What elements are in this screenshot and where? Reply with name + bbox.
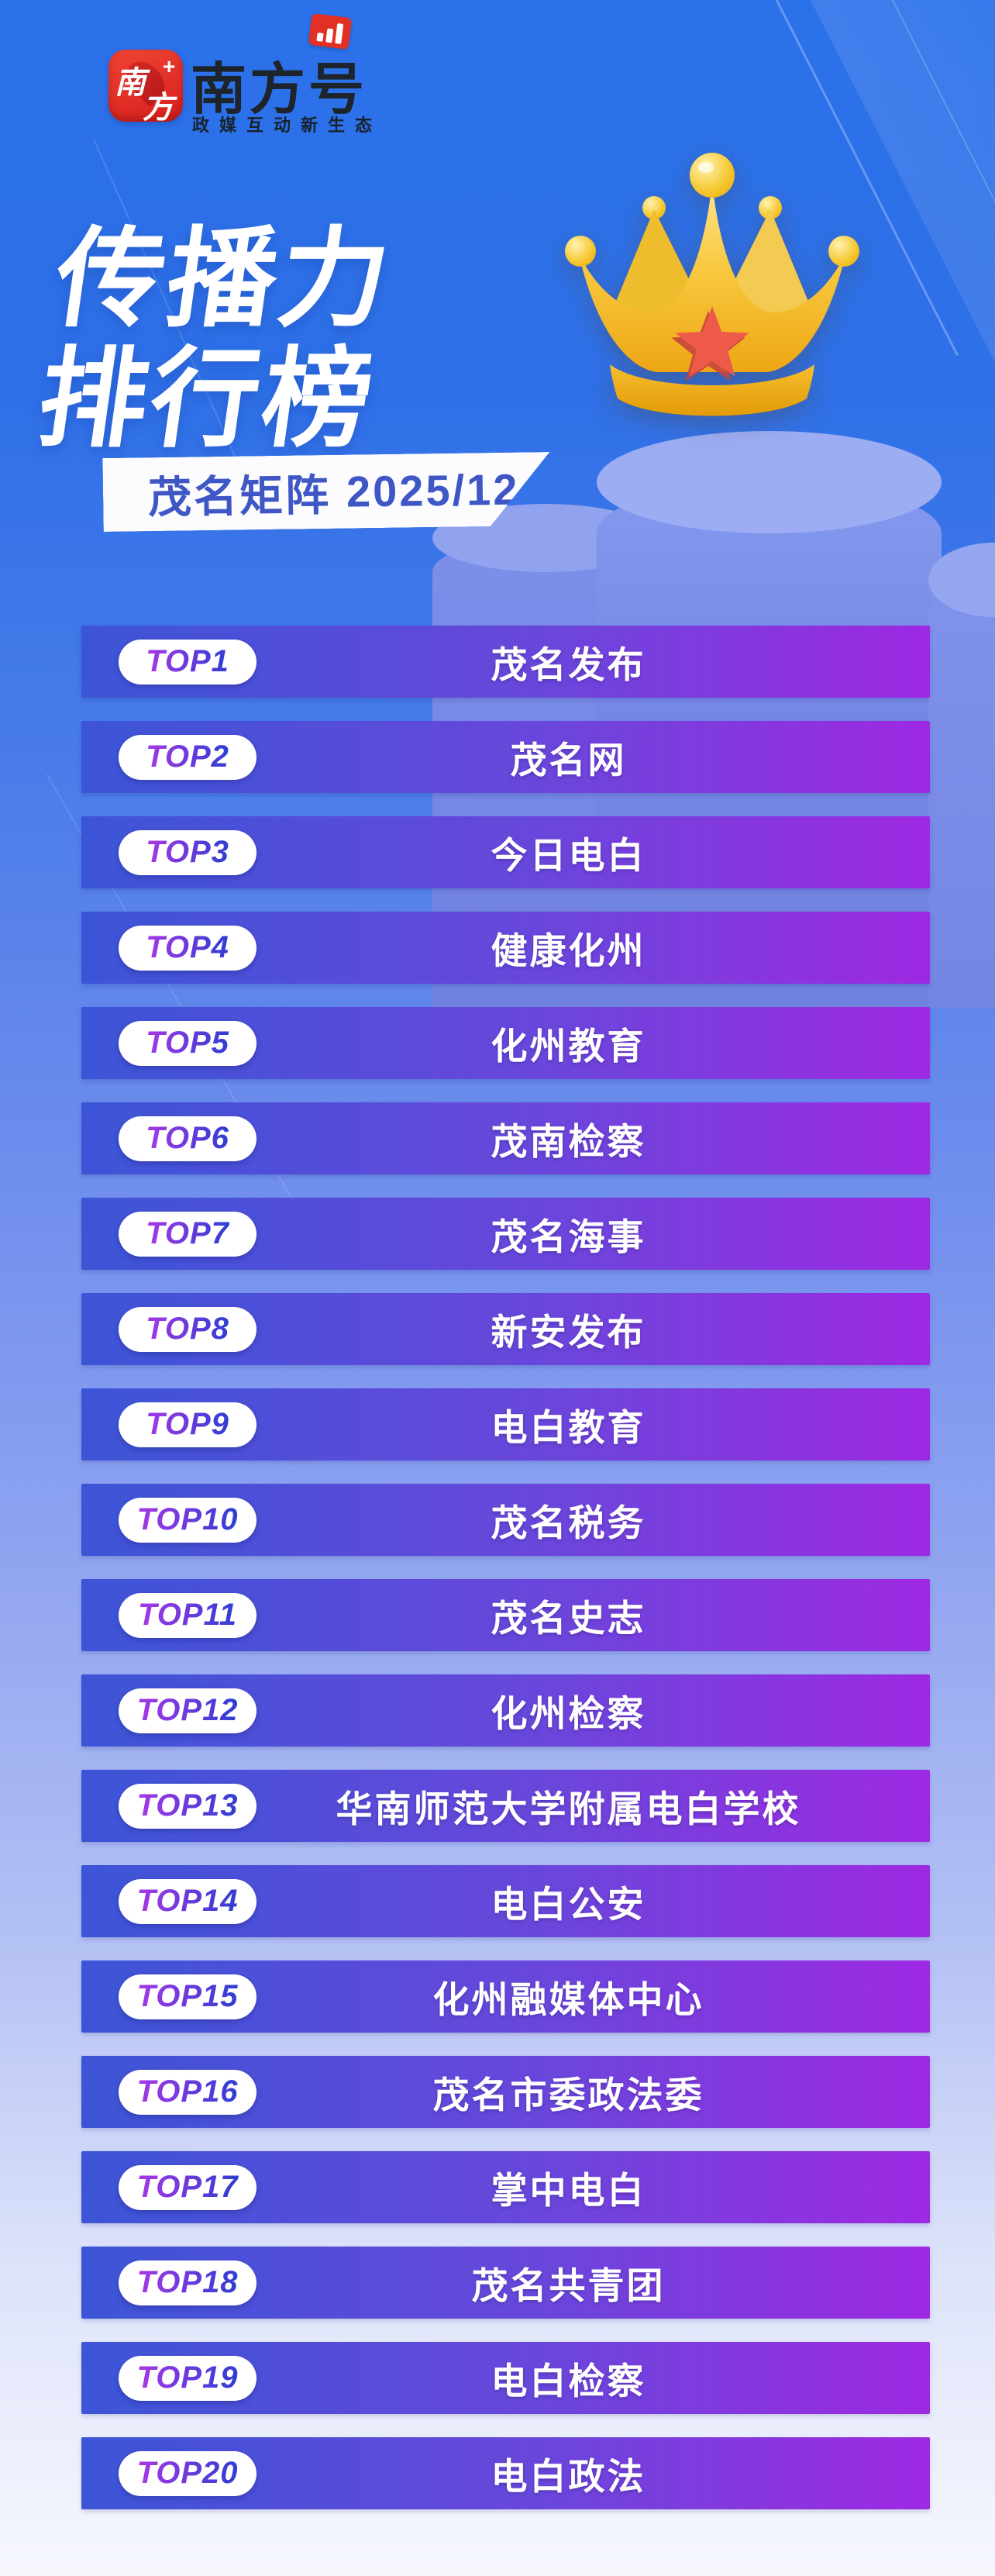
rank-badge: TOP8	[119, 1306, 256, 1352]
rank-label: TOP19	[136, 2360, 239, 2395]
ranking-name: 茂名发布	[491, 644, 646, 685]
table-row: TOP3 今日电白	[81, 816, 930, 888]
crown-icon	[565, 153, 859, 416]
rank-badge: TOP15	[119, 1974, 256, 2019]
ranking-name: 华南师范大学附属电白学校	[336, 1788, 801, 1829]
rank-badge: TOP14	[119, 1878, 256, 1924]
rank-badge: TOP4	[119, 925, 256, 971]
bar-chart-icon	[308, 12, 353, 50]
ranking-name: 茂名史志	[491, 1598, 646, 1639]
rank-badge: TOP9	[119, 1402, 256, 1447]
rank-label: TOP17	[136, 2170, 239, 2204]
ranking-name: 新安发布	[491, 1312, 646, 1353]
rank-label: TOP15	[136, 1979, 239, 2013]
rank-label: TOP12	[136, 1693, 239, 1727]
table-row: TOP10 茂名税务	[81, 1484, 930, 1556]
table-row: TOP15 化州融媒体中心	[81, 1960, 930, 2033]
ranking-name: 化州教育	[491, 1026, 646, 1067]
table-row: TOP17 掌中电白	[81, 2151, 930, 2223]
page-title: 传播力 排行榜	[31, 218, 400, 460]
subtitle-matrix: 茂名矩阵	[147, 470, 332, 522]
ranking-name: 茂名市委政法委	[432, 2074, 704, 2116]
ranking-name: 化州融媒体中心	[432, 1979, 704, 2020]
rank-badge: TOP13	[119, 1783, 256, 1829]
rank-label: TOP1	[146, 644, 229, 678]
ranking-name: 掌中电白	[491, 2170, 646, 2211]
rank-label: TOP8	[146, 1312, 229, 1346]
table-row: TOP6 茂南检察	[81, 1102, 930, 1174]
table-row: TOP13 华南师范大学附属电白学校	[81, 1770, 930, 1842]
ranking-name: 电白政法	[491, 2456, 646, 2497]
rank-badge: TOP7	[119, 1211, 256, 1257]
nanfanghao-logotype: 南方号	[191, 59, 368, 121]
rank-label: TOP16	[136, 2074, 239, 2109]
ranking-name: 化州检察	[491, 1693, 646, 1734]
ranking-name: 茂名税务	[491, 1502, 646, 1543]
ranking-name: 电白检察	[491, 2360, 646, 2402]
table-row: TOP16 茂名市委政法委	[81, 2056, 930, 2128]
rank-badge: TOP1	[119, 639, 256, 685]
rank-badge: TOP12	[119, 1688, 256, 1733]
rank-label: TOP9	[146, 1407, 229, 1441]
ranking-name: 今日电白	[491, 835, 646, 876]
rank-badge: TOP2	[119, 734, 256, 780]
rank-badge: TOP5	[119, 1020, 256, 1066]
table-row: TOP9 电白教育	[81, 1388, 930, 1460]
rank-badge: TOP17	[119, 2164, 256, 2210]
table-row: TOP8 新安发布	[81, 1293, 930, 1365]
rank-badge: TOP19	[119, 2355, 256, 2401]
page-title-line2: 排行榜	[31, 338, 384, 460]
rank-label: TOP2	[146, 740, 229, 774]
table-row: TOP4 健康化州	[81, 912, 930, 984]
logo-tagline: 政媒互动新生态	[192, 116, 383, 135]
rank-badge: TOP3	[119, 829, 256, 875]
table-row: TOP2 茂名网	[81, 721, 930, 793]
badge-char: 方	[143, 91, 174, 125]
rank-label: TOP13	[136, 1788, 239, 1823]
table-row: TOP5 化州教育	[81, 1007, 930, 1079]
table-row: TOP11 茂名史志	[81, 1579, 930, 1651]
rank-label: TOP14	[136, 1884, 239, 1918]
table-row: TOP1 茂名发布	[81, 626, 930, 698]
rank-label: TOP20	[136, 2456, 239, 2490]
table-row: TOP20 电白政法	[81, 2437, 930, 2509]
rank-badge: TOP18	[119, 2260, 256, 2305]
ranking-name: 电白教育	[491, 1407, 646, 1448]
rank-label: TOP18	[136, 2265, 239, 2299]
rank-label: TOP11	[137, 1598, 238, 1632]
page-title-line1: 传播力	[47, 218, 400, 340]
badge-char: 南	[115, 66, 146, 100]
rank-badge: TOP16	[119, 2069, 256, 2115]
rank-badge: TOP6	[119, 1116, 256, 1161]
table-row: TOP14 电白公安	[81, 1865, 930, 1937]
rank-label: TOP5	[146, 1026, 229, 1060]
rank-label: TOP7	[146, 1216, 229, 1250]
rank-badge: TOP20	[119, 2450, 256, 2496]
rank-badge: TOP11	[119, 1592, 256, 1638]
ranking-name: 茂名网	[510, 740, 627, 781]
ranking-name: 茂名海事	[491, 1216, 646, 1257]
ranking-name: 健康化州	[491, 930, 646, 971]
nanfang-plus-app-icon: 南 方 +	[108, 50, 183, 125]
rank-badge: TOP10	[119, 1497, 256, 1543]
rank-label: TOP4	[146, 930, 229, 964]
subtitle-box: 茂名矩阵 2025/12	[102, 452, 550, 532]
table-row: TOP18 茂名共青团	[81, 2247, 930, 2319]
ranking-name: 茂南检察	[491, 1121, 646, 1162]
subtitle-period: 2025/12	[346, 464, 520, 516]
table-row: TOP7 茂名海事	[81, 1198, 930, 1270]
podium-cylinder-right	[928, 543, 995, 1008]
rank-label: TOP6	[146, 1121, 229, 1155]
ranking-name: 茂名共青团	[471, 2265, 666, 2306]
ranking-name: 电白公安	[491, 1884, 646, 1925]
ranking-list: TOP1 茂名发布 TOP2 茂名网 TOP3 今日电白 TOP4 健康化州 T…	[81, 626, 930, 2533]
rank-label: TOP10	[136, 1502, 239, 1536]
badge-plus: +	[163, 54, 176, 78]
table-row: TOP12 化州检察	[81, 1674, 930, 1747]
rank-label: TOP3	[146, 835, 229, 869]
light-streak	[868, 0, 995, 506]
table-row: TOP19 电白检察	[81, 2342, 930, 2414]
